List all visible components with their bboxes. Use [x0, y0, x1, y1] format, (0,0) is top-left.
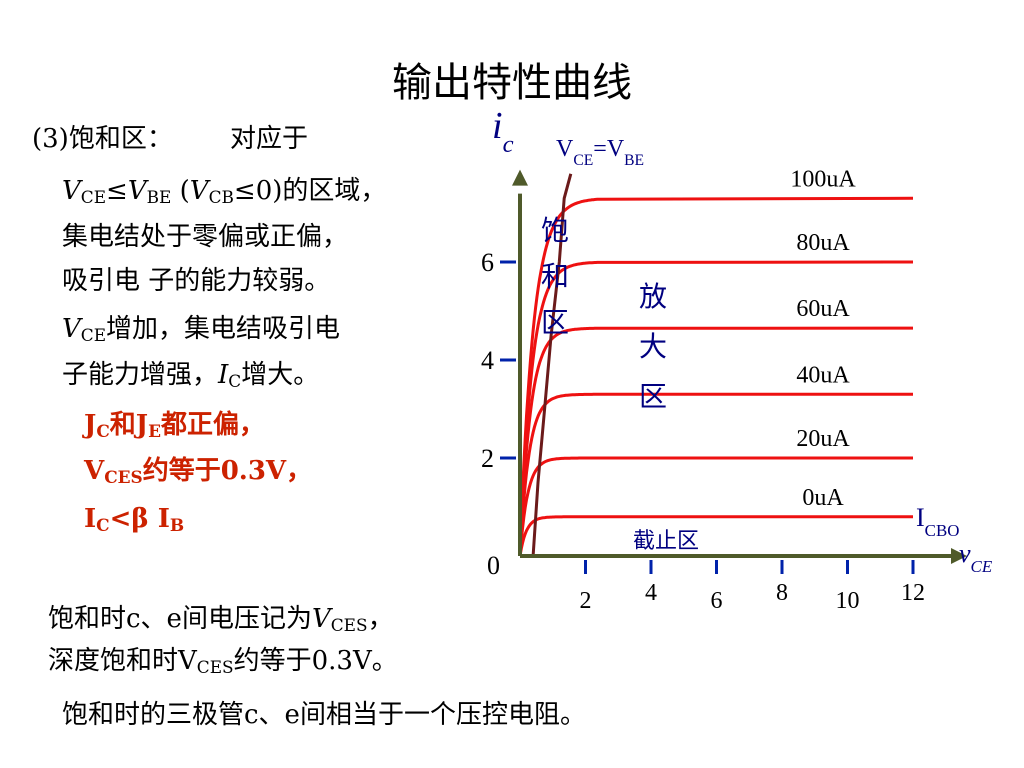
y-tick-label-4: 4 — [481, 346, 494, 375]
x-tick-label-10: 10 — [836, 588, 860, 614]
curve-label-40uA: 40uA — [796, 362, 850, 388]
active-region-label-0: 放 — [639, 281, 667, 313]
curve-group — [518, 196, 914, 557]
x-tick-label-4: 4 — [645, 580, 657, 606]
curve-label-80uA: 80uA — [796, 230, 850, 256]
red-text-line-2: VCES约等于0.3V， — [84, 456, 313, 488]
curve-80uA — [518, 260, 914, 557]
tick-group: 2 4 6 8 10 12 2 4 6 0 — [481, 248, 925, 614]
saturation-boundary-curve — [531, 173, 573, 557]
curve-label-100uA: 100uA — [790, 166, 856, 192]
saturation-region-label-0: 饱 — [541, 215, 569, 247]
curve-20uA — [518, 456, 913, 557]
origin-label: 0 — [487, 551, 500, 580]
x-tick-label-8: 8 — [776, 580, 788, 606]
saturation-condition-line: VCE≤VBE (VCB≤0)的区域， — [62, 176, 387, 208]
curve-40uA — [518, 392, 913, 557]
y-axis-arrow — [512, 169, 528, 186]
curve-label-0uA: 0uA — [802, 485, 844, 511]
bottom-text-line-1: 饱和时c、e间电压记为VCES， — [48, 604, 394, 636]
text-line-4: VCE增加，集电结吸引电 — [62, 314, 341, 346]
curve-100uA — [518, 196, 914, 557]
curve-60uA — [518, 326, 914, 557]
icbo-label: ICBO — [916, 503, 959, 540]
x-axis-arrow — [951, 548, 967, 564]
active-region-label-1: 大 — [639, 331, 667, 363]
red-text-line-3: IC<β IB — [84, 504, 185, 536]
cutoff-region-label: 截止区 — [633, 528, 699, 553]
bottom-text-line-2: 深度饱和时VCES约等于0.3V。 — [48, 646, 398, 678]
y-axis-label: ic — [492, 105, 514, 158]
x-axis-label: vCE — [959, 539, 993, 576]
saturation-heading-right: 对应于 — [230, 124, 309, 154]
saturation-region-label-1: 和 — [541, 261, 569, 293]
curve-0uA — [518, 515, 913, 557]
boundary-label: VCE=VBE — [556, 136, 644, 169]
curve-label-60uA: 60uA — [796, 296, 850, 322]
red-text-line-1: JC和JE都正偏， — [84, 410, 265, 442]
saturation-heading: (3)饱和区： — [32, 124, 173, 154]
text-line-2: 集电结处于零偏或正偏， — [62, 222, 349, 252]
text-line-3: 吸引电 子的能力较弱。 — [62, 266, 331, 296]
x-tick-label-6: 6 — [711, 588, 723, 614]
x-tick-label-12: 12 — [901, 580, 925, 606]
y-tick-label-6: 6 — [481, 248, 494, 277]
text-line-5: 子能力增强，IC增大。 — [62, 360, 320, 392]
x-tick-label-2: 2 — [580, 588, 592, 614]
y-tick-label-2: 2 — [481, 444, 494, 473]
active-region-label-2: 区 — [639, 382, 667, 413]
curve-label-20uA: 20uA — [796, 426, 850, 452]
page-title: 输出特性曲线 — [392, 60, 632, 106]
saturation-region-label-2: 区 — [541, 308, 569, 339]
bottom-text-line-3: 饱和时的三极管c、e间相当于一个压控电阻。 — [62, 700, 586, 730]
label-group: 0uA 20uA 40uA 60uA 80uA 100uA ic vCE VCE=VBE ICBO… — [492, 105, 993, 576]
